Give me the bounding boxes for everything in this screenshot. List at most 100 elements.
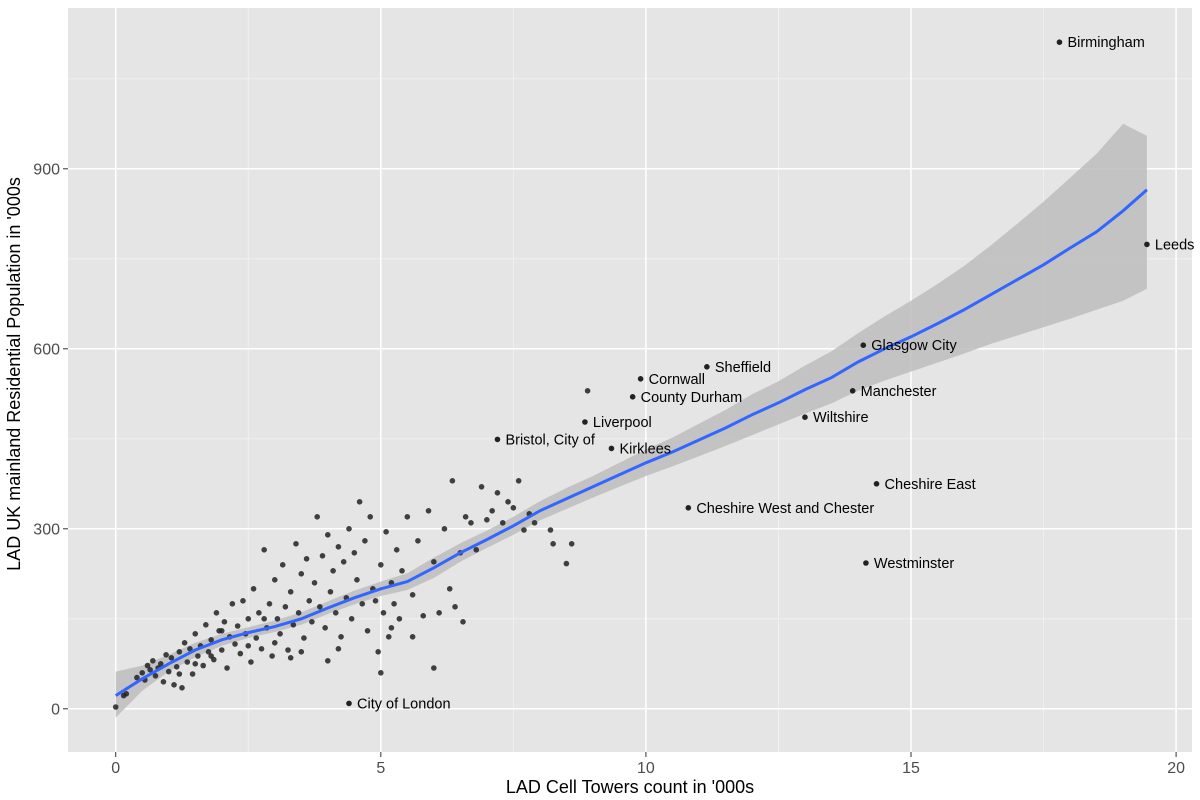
data-point bbox=[205, 649, 212, 655]
data-point bbox=[505, 499, 511, 505]
data-point bbox=[248, 659, 254, 665]
data-point bbox=[165, 668, 172, 675]
labeled-data-point bbox=[629, 394, 636, 400]
data-points bbox=[112, 39, 1150, 710]
data-point bbox=[229, 601, 236, 607]
data-point bbox=[319, 553, 326, 559]
data-point bbox=[147, 667, 153, 673]
data-point bbox=[208, 653, 214, 659]
data-point bbox=[324, 658, 331, 664]
data-point bbox=[340, 559, 347, 565]
labeled-data-point bbox=[1056, 39, 1063, 45]
data-point bbox=[181, 640, 188, 646]
data-point bbox=[279, 562, 286, 568]
data-point bbox=[404, 514, 411, 520]
y-axis-title: LAD UK mainland Residential Population i… bbox=[4, 177, 24, 571]
data-point bbox=[399, 568, 405, 574]
data-point bbox=[351, 550, 358, 556]
data-point bbox=[385, 634, 392, 640]
data-point bbox=[338, 634, 344, 640]
data-point bbox=[287, 589, 294, 595]
data-point bbox=[189, 671, 196, 677]
point-label: Kirklees bbox=[619, 441, 671, 457]
data-point bbox=[258, 646, 265, 652]
data-point bbox=[298, 571, 305, 577]
data-point bbox=[314, 514, 320, 520]
labeled-data-point bbox=[802, 414, 808, 421]
labeled-data-point bbox=[608, 445, 615, 452]
labeled-data-point bbox=[849, 388, 856, 394]
data-point bbox=[396, 616, 403, 622]
data-point bbox=[139, 670, 146, 676]
x-tick-label: 10 bbox=[637, 760, 655, 777]
data-point bbox=[256, 610, 262, 616]
data-point bbox=[306, 598, 313, 604]
point-labels: Birmingham Leeds Glasgow City Sheffield Corn… bbox=[357, 35, 1194, 712]
labeled-data-point bbox=[863, 560, 869, 566]
grid-lines bbox=[68, 8, 1192, 752]
data-point bbox=[335, 544, 342, 550]
data-point bbox=[378, 670, 384, 676]
data-point bbox=[240, 598, 246, 604]
data-point bbox=[245, 616, 252, 622]
labeled-data-point bbox=[1144, 241, 1150, 248]
data-point bbox=[271, 640, 278, 646]
data-point bbox=[452, 604, 458, 610]
data-point bbox=[179, 685, 185, 691]
data-point bbox=[489, 508, 495, 514]
data-point bbox=[330, 568, 336, 574]
data-point bbox=[168, 655, 175, 661]
data-point bbox=[375, 649, 381, 655]
data-point bbox=[364, 628, 371, 634]
data-point bbox=[431, 559, 437, 565]
data-point bbox=[277, 631, 283, 637]
labeled-data-point bbox=[704, 364, 710, 370]
data-point bbox=[391, 601, 397, 607]
data-point bbox=[478, 484, 485, 490]
loess-fit-line bbox=[114, 188, 1148, 697]
data-point bbox=[425, 508, 432, 514]
data-point bbox=[311, 580, 318, 586]
data-point bbox=[393, 547, 400, 553]
point-label: Wiltshire bbox=[813, 410, 869, 426]
data-point bbox=[298, 649, 305, 655]
labeled-data-point bbox=[346, 700, 352, 707]
data-point bbox=[221, 619, 228, 625]
data-point bbox=[285, 647, 291, 653]
data-point bbox=[510, 505, 517, 511]
data-point bbox=[515, 478, 522, 484]
data-point bbox=[462, 514, 469, 520]
data-point bbox=[184, 659, 191, 665]
data-point bbox=[274, 616, 281, 622]
data-point bbox=[218, 647, 225, 653]
point-label: Leeds bbox=[1155, 237, 1195, 253]
point-label: Cornwall bbox=[649, 372, 705, 388]
data-point bbox=[163, 652, 169, 658]
data-point bbox=[253, 635, 260, 641]
data-point bbox=[200, 662, 206, 669]
data-point bbox=[261, 616, 267, 622]
data-point bbox=[348, 616, 355, 622]
data-point bbox=[372, 598, 379, 604]
data-point bbox=[112, 704, 119, 710]
data-point bbox=[499, 520, 506, 526]
y-tick-label: 0 bbox=[51, 701, 60, 718]
data-point bbox=[547, 527, 554, 533]
data-point bbox=[173, 664, 180, 670]
data-point bbox=[282, 604, 289, 610]
point-label: County Durham bbox=[641, 390, 743, 406]
point-label: Bristol, City of bbox=[505, 432, 595, 448]
point-label: Manchester bbox=[861, 384, 937, 400]
data-point bbox=[160, 679, 167, 685]
data-point bbox=[192, 631, 199, 637]
data-point bbox=[123, 691, 130, 697]
data-point bbox=[409, 634, 416, 640]
data-point bbox=[431, 665, 437, 671]
data-point bbox=[176, 671, 183, 677]
data-point bbox=[563, 560, 570, 567]
point-label: Westminster bbox=[874, 556, 954, 572]
data-point bbox=[176, 649, 183, 655]
data-point bbox=[409, 592, 416, 598]
data-point bbox=[356, 499, 363, 505]
data-point bbox=[213, 610, 220, 616]
